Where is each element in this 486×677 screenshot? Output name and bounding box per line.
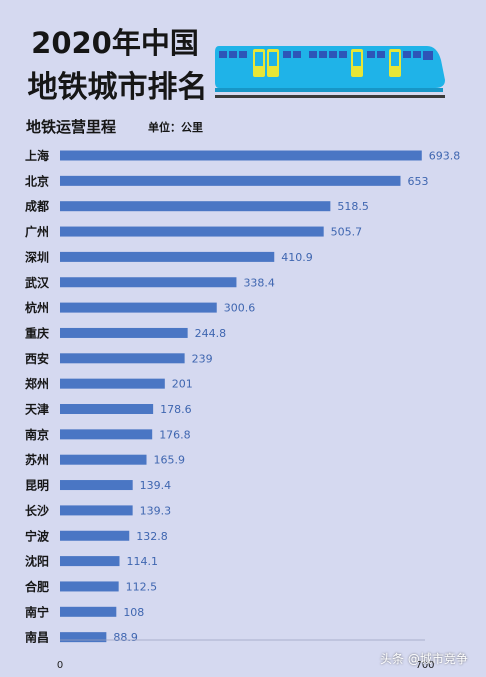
bar <box>60 150 422 161</box>
bar <box>60 277 237 288</box>
category-label: 南昌 <box>25 630 49 645</box>
category-label: 重庆 <box>25 325 49 340</box>
value-label: 132.8 <box>136 530 168 543</box>
x-tick-label: 0 <box>57 660 63 671</box>
value-label: 176.8 <box>159 428 191 441</box>
bar <box>60 454 147 465</box>
value-label: 244.8 <box>195 327 227 340</box>
value-label: 112.5 <box>126 580 157 593</box>
category-label: 合肥 <box>25 579 49 594</box>
value-label: 114.1 <box>126 555 157 568</box>
unit-label: 单位：公里 <box>148 121 203 134</box>
bar <box>60 581 119 592</box>
bar <box>60 251 275 262</box>
value-label: 201 <box>172 378 193 391</box>
bar <box>60 201 331 212</box>
category-label: 成都 <box>25 199 49 214</box>
watermark: 头条 @城市竞争 <box>380 652 468 666</box>
category-label: 武汉 <box>25 275 50 290</box>
category-label: 宁波 <box>25 528 50 543</box>
subway-train-icon <box>215 46 445 98</box>
bar <box>60 480 133 491</box>
bar <box>60 606 117 617</box>
value-label: 338.4 <box>243 276 274 289</box>
bar <box>60 632 107 643</box>
value-label: 88.9 <box>113 631 138 644</box>
category-label: 深圳 <box>25 249 49 264</box>
bar <box>60 556 120 567</box>
category-label: 北京 <box>25 173 49 188</box>
chart-subtitle: 地铁运营里程 <box>26 118 117 136</box>
category-label: 天津 <box>25 402 49 417</box>
chart-title-line2: 地铁城市排名 <box>27 70 208 105</box>
bar <box>60 378 165 389</box>
value-label: 300.6 <box>224 302 256 315</box>
category-label: 长沙 <box>25 503 49 518</box>
bar <box>60 327 188 338</box>
value-label: 139.4 <box>140 479 172 492</box>
category-label: 南京 <box>25 427 49 442</box>
bar <box>60 175 401 186</box>
category-label: 沈阳 <box>25 554 49 569</box>
bar <box>60 505 133 516</box>
value-label: 410.9 <box>281 251 313 264</box>
value-label: 165.9 <box>154 454 186 467</box>
chart-title-line1: 2020年中国 <box>31 26 199 60</box>
value-label: 518.5 <box>337 200 369 213</box>
bar <box>60 404 154 414</box>
value-label: 239 <box>192 352 213 365</box>
category-label: 杭州 <box>25 300 49 315</box>
category-label: 郑州 <box>25 376 49 391</box>
value-label: 653 <box>407 175 428 188</box>
category-label: 南宁 <box>25 604 49 619</box>
category-label: 昆明 <box>25 479 49 493</box>
category-label: 西安 <box>25 351 49 366</box>
bar <box>60 530 130 541</box>
category-label: 上海 <box>25 148 49 163</box>
value-label: 178.6 <box>160 403 192 416</box>
value-label: 693.8 <box>429 150 461 163</box>
bar <box>60 302 217 313</box>
category-label: 苏州 <box>25 452 49 467</box>
category-label: 广州 <box>25 224 49 239</box>
value-label: 139.3 <box>140 504 172 517</box>
bar <box>60 429 153 440</box>
bar <box>60 226 324 237</box>
value-label: 505.7 <box>331 226 363 239</box>
value-label: 108 <box>123 606 144 619</box>
bar <box>60 353 185 364</box>
x-tick-label: 700 <box>415 660 434 671</box>
